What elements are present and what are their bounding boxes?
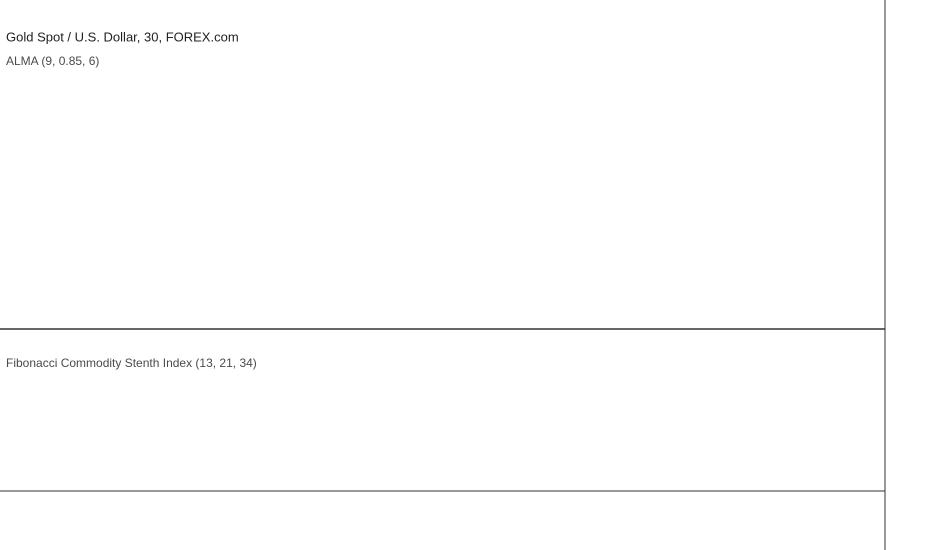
indicator-label: ALMA (9, 0.85, 6) — [6, 54, 99, 68]
chart-title: Gold Spot / U.S. Dollar, 30, FOREX.com — [6, 29, 239, 44]
oscillator-title: Fibonacci Commodity Stenth Index (13, 21… — [6, 356, 257, 370]
